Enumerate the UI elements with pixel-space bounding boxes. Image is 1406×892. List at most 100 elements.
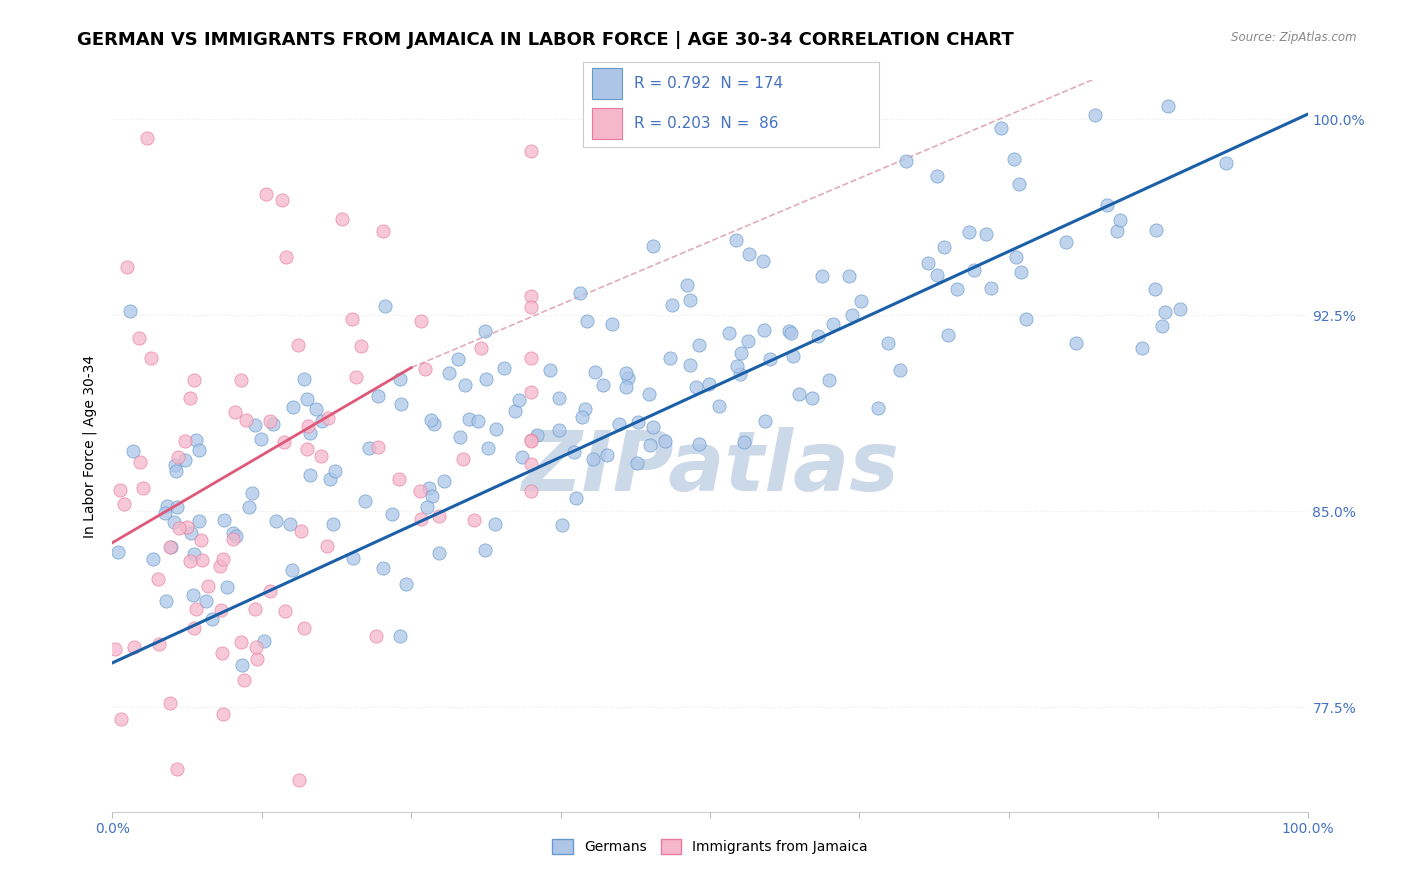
Point [311, 414, 333, 428]
Point [548, 423, 571, 437]
Point [243, 417, 266, 432]
Point [520, 385, 543, 400]
Point [562, 445, 585, 459]
Point [214, 513, 236, 527]
Point [128, 331, 150, 345]
Point [371, 224, 394, 238]
Point [679, 293, 702, 307]
Point [264, 514, 287, 528]
Point [273, 435, 295, 450]
Point [679, 358, 702, 372]
Point [717, 326, 740, 340]
Point [169, 521, 191, 535]
Point [596, 448, 619, 462]
Text: R = 0.203  N =  86: R = 0.203 N = 86 [634, 116, 778, 131]
Point [936, 328, 959, 343]
Point [115, 260, 138, 274]
Point [963, 263, 986, 277]
Point [287, 338, 309, 352]
Point [148, 637, 170, 651]
Point [163, 515, 186, 529]
Point [166, 763, 188, 777]
Point [381, 507, 404, 521]
Point [253, 634, 276, 648]
Point [520, 289, 543, 303]
Point [1054, 235, 1077, 249]
Point [357, 441, 380, 455]
Point [1066, 336, 1088, 351]
Point [211, 646, 233, 660]
Point [354, 494, 377, 508]
Point [1152, 319, 1174, 334]
Point [197, 579, 219, 593]
Point [782, 349, 804, 363]
Point [467, 414, 489, 428]
Point [614, 380, 637, 394]
Point [409, 314, 432, 328]
Point [146, 572, 169, 586]
Point [259, 583, 281, 598]
Point [607, 417, 630, 432]
Point [195, 594, 218, 608]
Point [413, 362, 436, 376]
Point [173, 453, 195, 467]
Point [276, 251, 298, 265]
Point [209, 558, 232, 573]
Point [388, 372, 411, 386]
Point [627, 415, 650, 429]
Point [184, 433, 207, 447]
Point [849, 293, 872, 308]
Text: Source: ZipAtlas.com: Source: ZipAtlas.com [1232, 31, 1357, 45]
Point [423, 417, 446, 431]
Point [274, 604, 297, 618]
Point [659, 351, 682, 366]
Point [571, 410, 593, 425]
Point [447, 352, 470, 367]
Point [295, 442, 318, 456]
Point [1010, 265, 1032, 279]
Point [520, 457, 543, 471]
Point [810, 268, 832, 283]
Point [841, 308, 863, 322]
Point [225, 529, 247, 543]
Point [503, 404, 526, 418]
Bar [592, 69, 621, 99]
Point [271, 194, 294, 208]
Point [838, 269, 860, 284]
Point [1105, 224, 1128, 238]
Point [181, 588, 204, 602]
Point [980, 281, 1002, 295]
Point [316, 410, 339, 425]
Point [494, 360, 516, 375]
Point [254, 186, 277, 201]
Point [427, 546, 450, 560]
Point [155, 594, 177, 608]
Point [474, 543, 496, 558]
Point [451, 452, 474, 467]
Point [592, 378, 614, 392]
Point [520, 483, 543, 498]
Point [449, 430, 471, 444]
Point [245, 651, 267, 665]
Point [1154, 305, 1177, 319]
Point [188, 514, 211, 528]
Point [728, 367, 751, 381]
Point [643, 420, 665, 434]
Point [626, 456, 648, 470]
Point [298, 425, 321, 440]
Point [166, 500, 188, 514]
Point [474, 324, 496, 338]
Point [688, 437, 710, 451]
Point [165, 464, 187, 478]
Point [118, 304, 141, 318]
Point [176, 520, 198, 534]
Point [640, 438, 662, 452]
Point [315, 539, 337, 553]
Point [551, 517, 574, 532]
Point [240, 485, 263, 500]
Text: GERMAN VS IMMIGRANTS FROM JAMAICA IN LABOR FORCE | AGE 30-34 CORRELATION CHART: GERMAN VS IMMIGRANTS FROM JAMAICA IN LAB… [77, 31, 1014, 49]
Point [103, 818, 125, 832]
Point [108, 483, 131, 498]
Point [420, 413, 443, 427]
Point [976, 227, 998, 242]
